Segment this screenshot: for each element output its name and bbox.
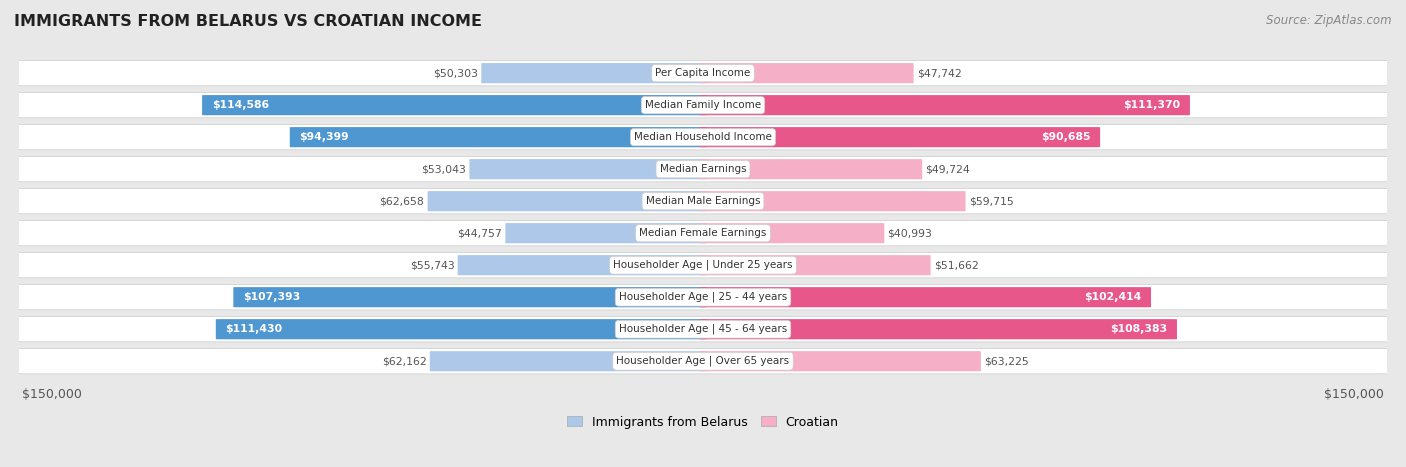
Text: $53,043: $53,043 bbox=[422, 164, 467, 174]
Text: Householder Age | 45 - 64 years: Householder Age | 45 - 64 years bbox=[619, 324, 787, 334]
Text: $63,225: $63,225 bbox=[984, 356, 1029, 366]
Text: $49,724: $49,724 bbox=[925, 164, 970, 174]
FancyBboxPatch shape bbox=[470, 159, 706, 179]
Text: $94,399: $94,399 bbox=[299, 132, 349, 142]
Text: $107,393: $107,393 bbox=[243, 292, 301, 302]
FancyBboxPatch shape bbox=[15, 348, 1391, 374]
Text: $90,685: $90,685 bbox=[1040, 132, 1090, 142]
Text: Median Household Income: Median Household Income bbox=[634, 132, 772, 142]
FancyBboxPatch shape bbox=[430, 351, 706, 371]
FancyBboxPatch shape bbox=[15, 156, 1391, 182]
Text: $102,414: $102,414 bbox=[1084, 292, 1142, 302]
Text: $111,370: $111,370 bbox=[1123, 100, 1180, 110]
Text: $62,658: $62,658 bbox=[380, 196, 425, 206]
FancyBboxPatch shape bbox=[290, 127, 706, 147]
FancyBboxPatch shape bbox=[700, 95, 1189, 115]
Text: Median Family Income: Median Family Income bbox=[645, 100, 761, 110]
Text: Householder Age | Under 25 years: Householder Age | Under 25 years bbox=[613, 260, 793, 270]
Text: $50,303: $50,303 bbox=[433, 68, 478, 78]
FancyBboxPatch shape bbox=[15, 189, 1391, 214]
Text: Householder Age | 25 - 44 years: Householder Age | 25 - 44 years bbox=[619, 292, 787, 303]
Text: Median Earnings: Median Earnings bbox=[659, 164, 747, 174]
Text: $108,383: $108,383 bbox=[1111, 324, 1167, 334]
FancyBboxPatch shape bbox=[15, 61, 1391, 86]
FancyBboxPatch shape bbox=[427, 191, 706, 211]
Text: $59,715: $59,715 bbox=[969, 196, 1014, 206]
FancyBboxPatch shape bbox=[700, 319, 1177, 340]
Text: $40,993: $40,993 bbox=[887, 228, 932, 238]
Text: $51,662: $51,662 bbox=[934, 260, 979, 270]
Text: $55,743: $55,743 bbox=[409, 260, 454, 270]
Text: Median Male Earnings: Median Male Earnings bbox=[645, 196, 761, 206]
Text: Householder Age | Over 65 years: Householder Age | Over 65 years bbox=[616, 356, 790, 367]
FancyBboxPatch shape bbox=[700, 159, 922, 179]
FancyBboxPatch shape bbox=[481, 63, 706, 83]
Text: Median Female Earnings: Median Female Earnings bbox=[640, 228, 766, 238]
Text: IMMIGRANTS FROM BELARUS VS CROATIAN INCOME: IMMIGRANTS FROM BELARUS VS CROATIAN INCO… bbox=[14, 14, 482, 29]
Text: $111,430: $111,430 bbox=[225, 324, 283, 334]
FancyBboxPatch shape bbox=[700, 287, 1152, 307]
Text: Per Capita Income: Per Capita Income bbox=[655, 68, 751, 78]
Text: $44,757: $44,757 bbox=[457, 228, 502, 238]
FancyBboxPatch shape bbox=[15, 284, 1391, 310]
FancyBboxPatch shape bbox=[215, 319, 706, 340]
FancyBboxPatch shape bbox=[233, 287, 706, 307]
FancyBboxPatch shape bbox=[15, 220, 1391, 246]
Legend: Immigrants from Belarus, Croatian: Immigrants from Belarus, Croatian bbox=[568, 416, 838, 429]
FancyBboxPatch shape bbox=[700, 255, 931, 275]
FancyBboxPatch shape bbox=[700, 63, 914, 83]
Text: Source: ZipAtlas.com: Source: ZipAtlas.com bbox=[1267, 14, 1392, 27]
FancyBboxPatch shape bbox=[202, 95, 706, 115]
FancyBboxPatch shape bbox=[700, 127, 1099, 147]
FancyBboxPatch shape bbox=[15, 92, 1391, 118]
FancyBboxPatch shape bbox=[700, 351, 981, 371]
Text: $114,586: $114,586 bbox=[212, 100, 269, 110]
FancyBboxPatch shape bbox=[505, 223, 706, 243]
FancyBboxPatch shape bbox=[15, 317, 1391, 342]
Text: $47,742: $47,742 bbox=[917, 68, 962, 78]
FancyBboxPatch shape bbox=[15, 253, 1391, 278]
FancyBboxPatch shape bbox=[458, 255, 706, 275]
FancyBboxPatch shape bbox=[700, 223, 884, 243]
FancyBboxPatch shape bbox=[700, 191, 966, 211]
Text: $62,162: $62,162 bbox=[382, 356, 426, 366]
FancyBboxPatch shape bbox=[15, 125, 1391, 150]
